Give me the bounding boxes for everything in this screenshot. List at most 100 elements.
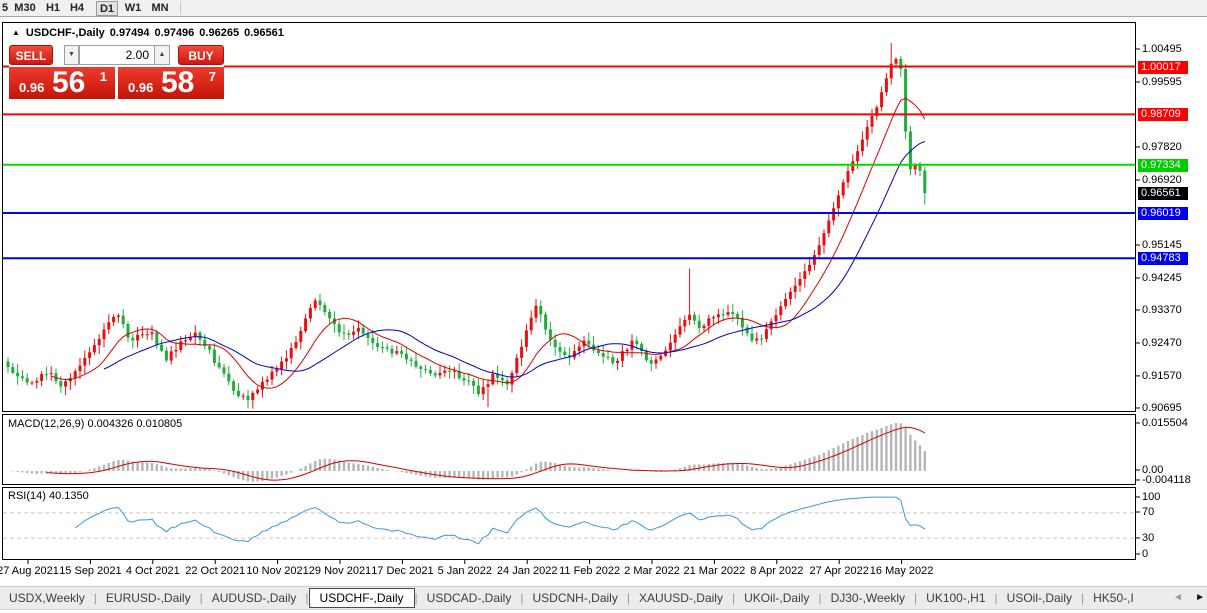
macd-axis-tick: 0.00 — [1142, 464, 1164, 476]
price-axis-tick: 1.00495 — [1142, 43, 1182, 55]
quote-close: 0.96561 — [244, 27, 284, 39]
chart-tab-ukoil-daily[interactable]: UKOil-,Daily — [744, 591, 810, 605]
date-axis-label: 16 May 2022 — [869, 565, 934, 577]
chart-tab-uk100-h1[interactable]: UK100-,H1 — [926, 591, 986, 605]
sell-price-pips: 56 — [52, 66, 86, 99]
date-axis-label: 11 Feb 2022 — [559, 565, 621, 577]
price-level-badge: 0.94783 — [1138, 252, 1188, 266]
date-axis-label: 27 Aug 2021 — [0, 565, 59, 577]
sell-price-point: 1 — [99, 69, 107, 84]
chart-tab-audusd-daily[interactable]: AUDUSD-,Daily — [211, 591, 297, 605]
date-axis-label: 8 Apr 2022 — [750, 565, 804, 577]
timeframe-button-MN[interactable]: MN — [151, 2, 169, 14]
tab-divider: | — [914, 591, 918, 605]
price-level-badge: 1.00017 — [1138, 60, 1188, 74]
price-axis-tick: 0.99595 — [1142, 75, 1182, 88]
timeframe-button-H4[interactable]: H4 — [69, 2, 85, 14]
lot-decrease-button[interactable]: ▼ — [64, 45, 79, 65]
tab-divider: | — [199, 591, 203, 605]
timeframe-button-H1[interactable]: H1 — [45, 2, 61, 14]
toolbar-separator — [180, 1, 181, 15]
tab-divider: | — [520, 591, 524, 605]
chart-tab-usdx-weekly[interactable]: USDX,Weekly — [9, 591, 85, 605]
lot-size-input[interactable]: 2.00 — [79, 45, 155, 65]
price-axis-tick: 0.93370 — [1142, 304, 1182, 316]
date-axis-label: 21 Mar 2022 — [683, 565, 746, 577]
price-level-badge: 0.96561 — [1138, 187, 1188, 201]
one-click-trading-panel: SELL ▼ 2.00 ▲ BUY 0.96 56 1 0.96 58 7 — [9, 43, 224, 100]
quote-open: 0.97494 — [109, 27, 150, 39]
chart-tab-eurusd-daily[interactable]: EURUSD-,Daily — [105, 591, 191, 605]
rsi-axis-tick: 0 — [1142, 548, 1149, 560]
chart-tab-usdcnh-daily[interactable]: USDCNH-,Daily — [532, 591, 618, 605]
sell-button[interactable]: SELL — [9, 45, 53, 65]
price-axis-tick: 0.94245 — [1142, 271, 1182, 284]
tab-scroll-right-icon[interactable]: ► — [1195, 591, 1205, 603]
rsi-pane[interactable] — [2, 487, 1136, 560]
date-axis-label: 2 Mar 2022 — [624, 565, 680, 577]
tab-divider: | — [818, 591, 822, 605]
chart-tab-hk50-i[interactable]: HK50-,I — [1093, 591, 1134, 605]
timeframe-button-M30[interactable]: M30 — [14, 2, 36, 14]
timeframe-button-D1[interactable]: D1 — [96, 1, 118, 16]
quote-high: 0.97496 — [154, 27, 195, 39]
buy-price-point: 7 — [208, 69, 216, 84]
quote-low: 0.96265 — [199, 27, 240, 39]
sell-price-base: 0.96 — [19, 80, 45, 95]
date-axis-label: 10 Nov 2021 — [246, 565, 309, 577]
trade-controls-row: SELL ▼ 2.00 ▲ BUY — [9, 45, 224, 65]
timeframe-button-5[interactable]: 5 — [1, 2, 9, 14]
symbol-period-label: USDCHF-,Daily — [25, 27, 105, 39]
sell-price-box[interactable]: 0.96 56 1 — [9, 66, 115, 99]
rsi-axis-tick: 70 — [1142, 506, 1155, 518]
date-axis-label: 29 Nov 2021 — [308, 565, 372, 577]
buy-price-box[interactable]: 0.96 58 7 — [118, 66, 224, 99]
timeframe-toolbar: 5 M30 H1 H4 D1 W1 MN — [0, 0, 1207, 17]
price-axis-tick: 0.90695 — [1142, 402, 1182, 414]
buy-button[interactable]: BUY — [178, 45, 224, 65]
tab-divider: | — [626, 591, 630, 605]
price-level-badge: 0.96019 — [1138, 206, 1188, 220]
collapse-panel-icon[interactable]: ▲ — [12, 28, 20, 37]
date-axis-label: 15 Sep 2021 — [59, 565, 122, 577]
macd-axis-tick: -0.004118 — [1142, 474, 1191, 486]
chart-tab-usdcad-daily[interactable]: USDCAD-,Daily — [426, 591, 512, 605]
chart-tab-usdchf-daily[interactable]: USDCHF-,Daily — [308, 588, 415, 608]
tab-divider: | — [414, 591, 418, 605]
price-axis-tick: 0.97820 — [1142, 140, 1182, 153]
lot-increase-button[interactable]: ▲ — [155, 45, 170, 65]
tab-scroll-left-icon[interactable]: ◄ — [1173, 591, 1183, 603]
tab-scroll-buttons: ◄ ► — [1173, 588, 1205, 606]
chart-tab-dj30-weekly[interactable]: DJ30-,Weekly — [830, 591, 906, 605]
date-axis-label: 27 Apr 2022 — [809, 565, 869, 577]
price-level-badge: 0.97334 — [1138, 158, 1188, 172]
macd-pane[interactable] — [2, 414, 1136, 485]
rsi-axis-tick: 30 — [1142, 532, 1155, 544]
date-axis-label: 24 Jan 2022 — [496, 565, 558, 577]
main-chart-pane[interactable] — [2, 22, 1136, 412]
price-axis-tick: 0.95145 — [1142, 238, 1182, 251]
date-axis-label: 5 Jan 2022 — [437, 565, 493, 577]
price-axis-tick: 0.96920 — [1142, 173, 1182, 186]
date-axis-label: 4 Oct 2021 — [125, 565, 180, 577]
date-axis-label: 17 Dec 2021 — [371, 565, 434, 577]
tab-divider: | — [93, 591, 97, 605]
rsi-label: RSI(14) 40.1350 — [8, 490, 89, 502]
chart-tab-usoil-daily[interactable]: USOil-,Daily — [1006, 591, 1072, 605]
price-axis-tick: 0.92470 — [1142, 336, 1182, 349]
buy-price-base: 0.96 — [128, 80, 154, 95]
chart-tab-xauusd-daily[interactable]: XAUUSD-,Daily — [638, 591, 723, 605]
macd-axis-tick: 0.015504 — [1142, 417, 1188, 429]
buy-price-pips: 58 — [161, 66, 195, 99]
tab-divider: | — [1081, 591, 1085, 605]
tab-divider: | — [994, 591, 998, 605]
timeframe-button-W1[interactable]: W1 — [124, 2, 142, 14]
date-axis-label: 22 Oct 2021 — [185, 565, 246, 577]
tab-divider: | — [305, 591, 309, 605]
chart-title: ▲ USDCHF-,Daily 0.97494 0.97496 0.96265 0.965… — [12, 27, 284, 39]
price-level-badge: 0.98709 — [1138, 108, 1188, 122]
macd-label: MACD(12,26,9) 0.004326 0.010805 — [8, 418, 183, 430]
tab-divider: | — [731, 591, 736, 605]
